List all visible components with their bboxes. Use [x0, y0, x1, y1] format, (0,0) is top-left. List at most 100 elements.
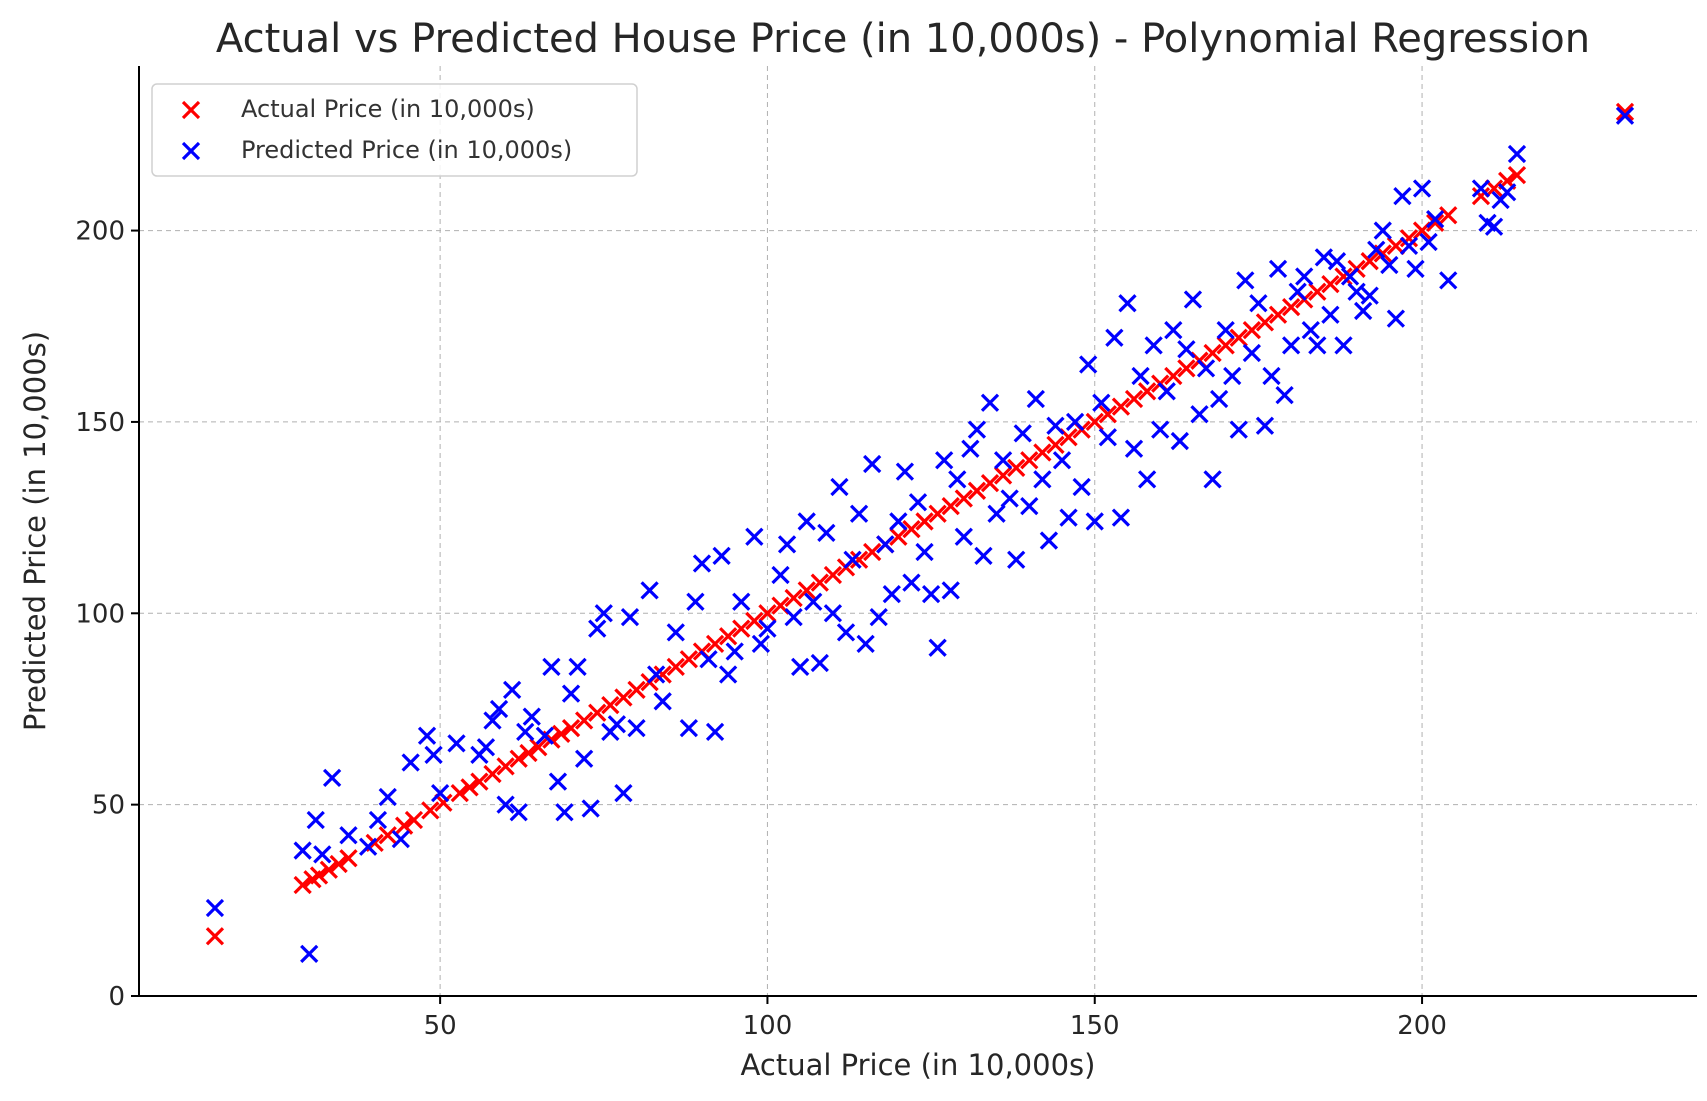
- legend-label-actual: Actual Price (in 10,000s): [241, 95, 535, 123]
- predicted-price-point: [1177, 340, 1196, 359]
- actual-price-point: [561, 718, 581, 738]
- predicted-price-point: [1046, 416, 1065, 435]
- predicted-price-point: [1007, 550, 1026, 569]
- legend-x-predicted: [181, 141, 201, 161]
- predicted-price-point: [961, 439, 980, 458]
- predicted-price-point: [1314, 248, 1333, 267]
- predicted-price-point: [313, 845, 332, 864]
- actual-price-point: [1085, 412, 1104, 432]
- predicted-price-point: [712, 546, 731, 566]
- actual-price-point: [1282, 297, 1301, 317]
- predicted-price-point: [810, 653, 829, 673]
- actual-price-point: [205, 927, 225, 946]
- predicted-price-point: [928, 638, 947, 657]
- actual-price-point: [1111, 397, 1131, 416]
- predicted-price-point: [974, 546, 993, 566]
- actual-price-point: [732, 619, 751, 638]
- predicted-price-point: [1615, 106, 1635, 125]
- predicted-price-point: [430, 784, 450, 803]
- actual-price-point: [1471, 186, 1491, 206]
- predicted-price-point: [797, 512, 816, 531]
- actual-price-point: [941, 496, 960, 516]
- actual-price-point: [1098, 405, 1117, 424]
- predicted-price-point: [987, 504, 1006, 523]
- y-tick-label: 150: [75, 408, 125, 438]
- predicted-price-point: [1065, 412, 1085, 432]
- predicted-price-point: [856, 634, 875, 654]
- predicted-price-point: [1380, 255, 1399, 275]
- predicted-price-point: [699, 650, 718, 669]
- actual-price-point: [928, 504, 947, 523]
- actual-price-point: [1360, 252, 1379, 271]
- actual-price-point: [679, 650, 699, 669]
- legend-label-predicted: Predicted Price (in 10,000s): [241, 136, 572, 164]
- predicted-price-point: [1262, 366, 1281, 386]
- predicted-price-point: [921, 585, 941, 604]
- x-tick-label: 100: [743, 1011, 793, 1041]
- actual-price-point: [1507, 165, 1527, 185]
- predicted-price-point: [830, 477, 849, 497]
- predicted-price-point: [1223, 366, 1242, 386]
- actual-price-point: [1124, 389, 1144, 409]
- predicted-price-point: [378, 787, 397, 807]
- actual-price-point: [1242, 320, 1261, 340]
- predicted-price-point: [205, 898, 225, 918]
- predicted-price-point: [548, 772, 568, 791]
- predicted-price-point: [751, 634, 771, 654]
- x-tick-label: 50: [424, 1011, 457, 1041]
- predicted-price-point: [640, 581, 659, 600]
- actual-price-point: [980, 474, 1000, 493]
- data-points: [205, 102, 1635, 964]
- actual-price-point: [967, 481, 987, 500]
- actual-price-point: [509, 749, 528, 768]
- predicted-price-point: [1282, 336, 1301, 355]
- predicted-price-point: [882, 585, 901, 604]
- axes-spines: [138, 66, 1697, 997]
- actual-price-point: [666, 657, 685, 676]
- predicted-price-point: [1151, 420, 1170, 439]
- predicted-price-point: [647, 665, 666, 684]
- predicted-price-point: [954, 527, 973, 546]
- predicted-price-point: [496, 795, 515, 814]
- predicted-price-point: [424, 745, 443, 765]
- predicted-price-point: [1033, 470, 1052, 489]
- predicted-price-point: [908, 493, 928, 512]
- predicted-price-point: [300, 944, 319, 964]
- y-tick-label: 50: [92, 791, 125, 821]
- predicted-price-point: [516, 722, 535, 742]
- predicted-price-point: [1183, 290, 1203, 309]
- predicted-price-point: [1216, 320, 1235, 340]
- predicted-price-point: [476, 738, 496, 757]
- predicted-price-point: [1164, 320, 1183, 340]
- actual-price-point: [519, 743, 538, 763]
- y-tick-label: 200: [75, 217, 125, 247]
- predicted-price-point: [568, 657, 587, 676]
- predicted-price-point: [1196, 359, 1216, 378]
- predicted-price-point: [489, 699, 509, 719]
- predicted-price-point: [1118, 294, 1137, 313]
- predicted-price-point: [1360, 286, 1379, 305]
- predicted-price-point: [784, 607, 803, 627]
- predicted-price-point: [732, 592, 751, 611]
- predicted-price-point: [915, 542, 934, 562]
- actual-price-point: [810, 573, 829, 592]
- predicted-price-point: [503, 680, 522, 699]
- grid-lines: [139, 66, 1697, 996]
- predicted-price-point: [1354, 301, 1373, 321]
- actual-price-point: [575, 711, 594, 730]
- actual-price-point: [329, 854, 348, 874]
- predicted-price-point: [368, 810, 388, 830]
- actual-price-point: [450, 784, 469, 803]
- actual-price-point: [339, 849, 358, 868]
- predicted-price-point: [967, 420, 987, 439]
- predicted-price-point: [1471, 179, 1491, 198]
- predicted-price-point: [836, 623, 856, 642]
- predicted-price-point: [686, 592, 705, 611]
- predicted-price-point: [1426, 209, 1445, 229]
- predicted-price-point: [1209, 389, 1229, 409]
- legend-marker-predicted: [181, 141, 201, 161]
- predicted-price-point: [791, 657, 810, 676]
- actual-price-point: [1033, 443, 1052, 462]
- actual-price-point: [1229, 328, 1248, 347]
